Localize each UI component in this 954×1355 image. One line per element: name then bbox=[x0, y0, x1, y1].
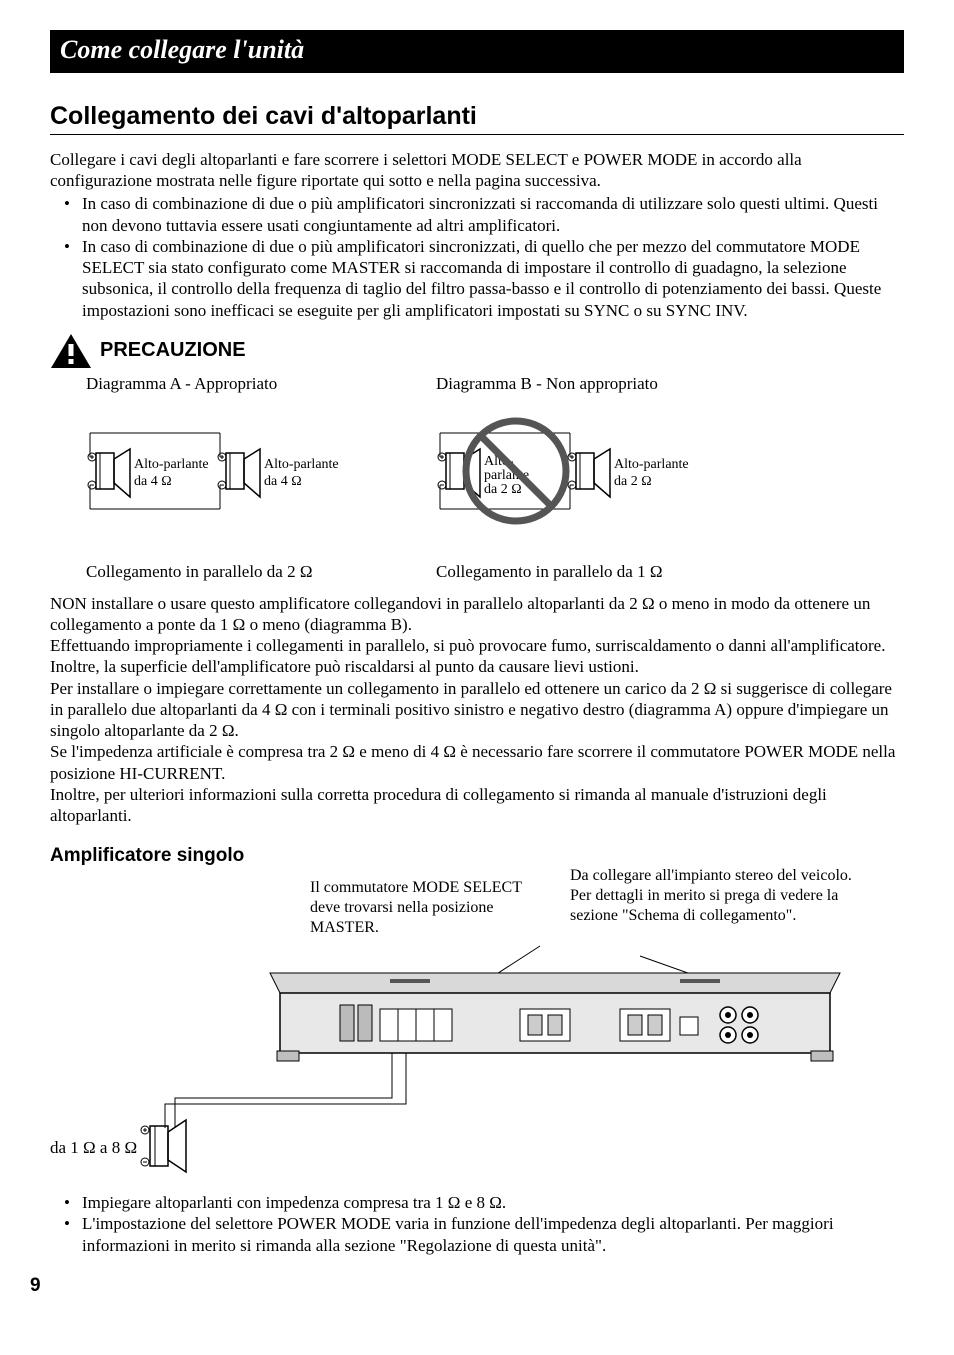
body-text: NON installare o usare questo amplificat… bbox=[50, 593, 904, 827]
footer-bullets: Impiegare altoparlanti con impedenza com… bbox=[50, 1192, 904, 1256]
intro-paragraph: Collegare i cavi degli altoparlanti e fa… bbox=[50, 149, 904, 192]
diagram-b-svg: Alto- parlante da 2 Ω Alto-parlante da 2… bbox=[436, 408, 716, 548]
diagram-a: Diagramma A - Appropriato Alto-parlante … bbox=[86, 373, 386, 583]
diagram-a-svg: Alto-parlante da 4 Ω Alto-parlante da 4 … bbox=[86, 408, 366, 548]
amplifier-svg: da 1 Ω a 8 Ω bbox=[50, 878, 890, 1178]
caution-label: PRECAUZIONE bbox=[100, 338, 246, 363]
intro-bullets: In caso di combinazione di due o più amp… bbox=[50, 193, 904, 321]
diagram-b: Diagramma B - Non appropriato Alto- parl… bbox=[436, 373, 736, 583]
warning-icon bbox=[50, 333, 92, 369]
section-heading: Collegamento dei cavi d'altoparlanti bbox=[50, 101, 904, 135]
bullet-item: In caso di combinazione di due o più amp… bbox=[70, 193, 904, 236]
bullet-item: Impiegare altoparlanti con impedenza com… bbox=[70, 1192, 904, 1213]
amp-speaker-label: da 1 Ω a 8 Ω bbox=[50, 1138, 137, 1157]
body-paragraph: Effettuando impropriamente i collegament… bbox=[50, 635, 904, 678]
diagram-a-caption: Collegamento in parallelo da 2 Ω bbox=[86, 561, 386, 582]
bullet-item: L'impostazione del selettore POWER MODE … bbox=[70, 1213, 904, 1256]
body-paragraph: Inoltre, per ulteriori informazioni sull… bbox=[50, 784, 904, 827]
body-paragraph: Per installare o impiegare correttamente… bbox=[50, 678, 904, 742]
diag-a-sp2-line1: Alto-parlante bbox=[264, 457, 339, 472]
amplifier-figure: Il commutatore MODE SELECT deve trovarsi… bbox=[50, 878, 890, 1178]
diag-a-sp1-line1: Alto-parlante bbox=[134, 457, 209, 472]
diagram-a-title: Diagramma A - Appropriato bbox=[86, 373, 386, 394]
page-number: 9 bbox=[30, 1274, 904, 1298]
diag-a-sp1-line2: da 4 Ω bbox=[134, 474, 172, 489]
diag-a-sp2-line2: da 4 Ω bbox=[264, 474, 302, 489]
diagram-b-title: Diagramma B - Non appropriato bbox=[436, 373, 736, 394]
diagram-b-caption: Collegamento in parallelo da 1 Ω bbox=[436, 561, 736, 582]
diagrams-row: Diagramma A - Appropriato Alto-parlante … bbox=[86, 373, 904, 583]
subsection-heading: Amplificatore singolo bbox=[50, 844, 904, 868]
page-title-bar: Come collegare l'unità bbox=[50, 30, 904, 73]
diag-b-sp2-line2: da 2 Ω bbox=[614, 474, 652, 489]
bullet-item: In caso di combinazione di due o più amp… bbox=[70, 236, 904, 321]
diag-b-sp1-line3: da 2 Ω bbox=[484, 482, 522, 497]
caution-row: PRECAUZIONE bbox=[50, 333, 904, 369]
body-paragraph: Se l'impedenza artificiale è compresa tr… bbox=[50, 741, 904, 784]
body-paragraph: NON installare o usare questo amplificat… bbox=[50, 593, 904, 636]
diag-b-sp2-line1: Alto-parlante bbox=[614, 457, 689, 472]
